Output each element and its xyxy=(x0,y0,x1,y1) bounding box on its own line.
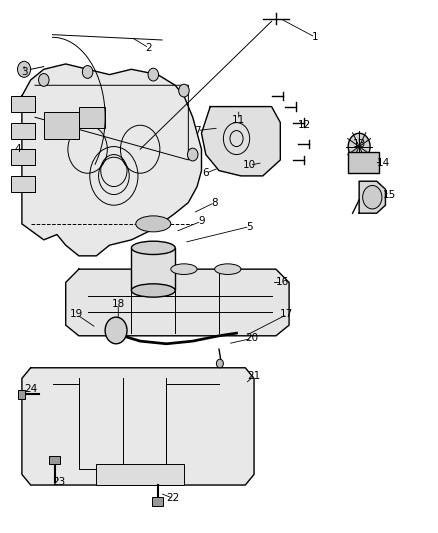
Bar xyxy=(49,456,60,464)
Bar xyxy=(11,176,35,192)
Circle shape xyxy=(187,148,198,161)
Polygon shape xyxy=(22,64,201,256)
Text: 18: 18 xyxy=(112,299,125,309)
Ellipse shape xyxy=(171,264,197,274)
Ellipse shape xyxy=(136,216,171,232)
Polygon shape xyxy=(201,107,280,176)
Circle shape xyxy=(363,185,382,209)
Circle shape xyxy=(18,61,31,77)
Text: 14: 14 xyxy=(377,158,390,167)
Text: 8: 8 xyxy=(211,198,218,207)
Text: 19: 19 xyxy=(70,310,83,319)
Bar xyxy=(18,390,25,399)
Text: 1: 1 xyxy=(312,33,319,42)
Text: 23: 23 xyxy=(53,478,66,487)
Ellipse shape xyxy=(131,284,175,297)
Text: 6: 6 xyxy=(202,168,209,178)
Bar xyxy=(11,96,35,112)
Text: 5: 5 xyxy=(246,222,253,231)
Bar xyxy=(152,497,163,506)
Text: 24: 24 xyxy=(24,384,37,394)
Text: 13: 13 xyxy=(353,139,366,149)
Text: 4: 4 xyxy=(14,144,21,154)
Text: 20: 20 xyxy=(245,334,258,343)
Ellipse shape xyxy=(215,264,241,274)
Text: 17: 17 xyxy=(280,310,293,319)
Circle shape xyxy=(39,74,49,86)
Bar xyxy=(44,112,79,139)
Text: 3: 3 xyxy=(21,67,28,77)
Text: 9: 9 xyxy=(198,216,205,226)
Bar xyxy=(96,464,184,485)
Text: 10: 10 xyxy=(243,160,256,170)
Circle shape xyxy=(105,317,127,344)
Polygon shape xyxy=(359,181,385,213)
Text: 2: 2 xyxy=(145,43,152,53)
Text: 16: 16 xyxy=(276,278,289,287)
Circle shape xyxy=(216,359,223,368)
Text: 11: 11 xyxy=(232,115,245,125)
Bar xyxy=(79,107,105,128)
Circle shape xyxy=(179,84,189,97)
Bar xyxy=(348,152,379,173)
Text: 22: 22 xyxy=(166,494,180,503)
Bar xyxy=(11,149,35,165)
Text: 12: 12 xyxy=(298,120,311,130)
Bar xyxy=(11,123,35,139)
Circle shape xyxy=(82,66,93,78)
Ellipse shape xyxy=(131,241,175,255)
Circle shape xyxy=(148,68,159,81)
Text: 7: 7 xyxy=(194,126,201,135)
Polygon shape xyxy=(66,269,289,336)
Bar xyxy=(131,248,175,290)
Text: 21: 21 xyxy=(247,371,261,381)
Text: 15: 15 xyxy=(383,190,396,199)
Polygon shape xyxy=(22,368,254,485)
Circle shape xyxy=(348,133,370,160)
